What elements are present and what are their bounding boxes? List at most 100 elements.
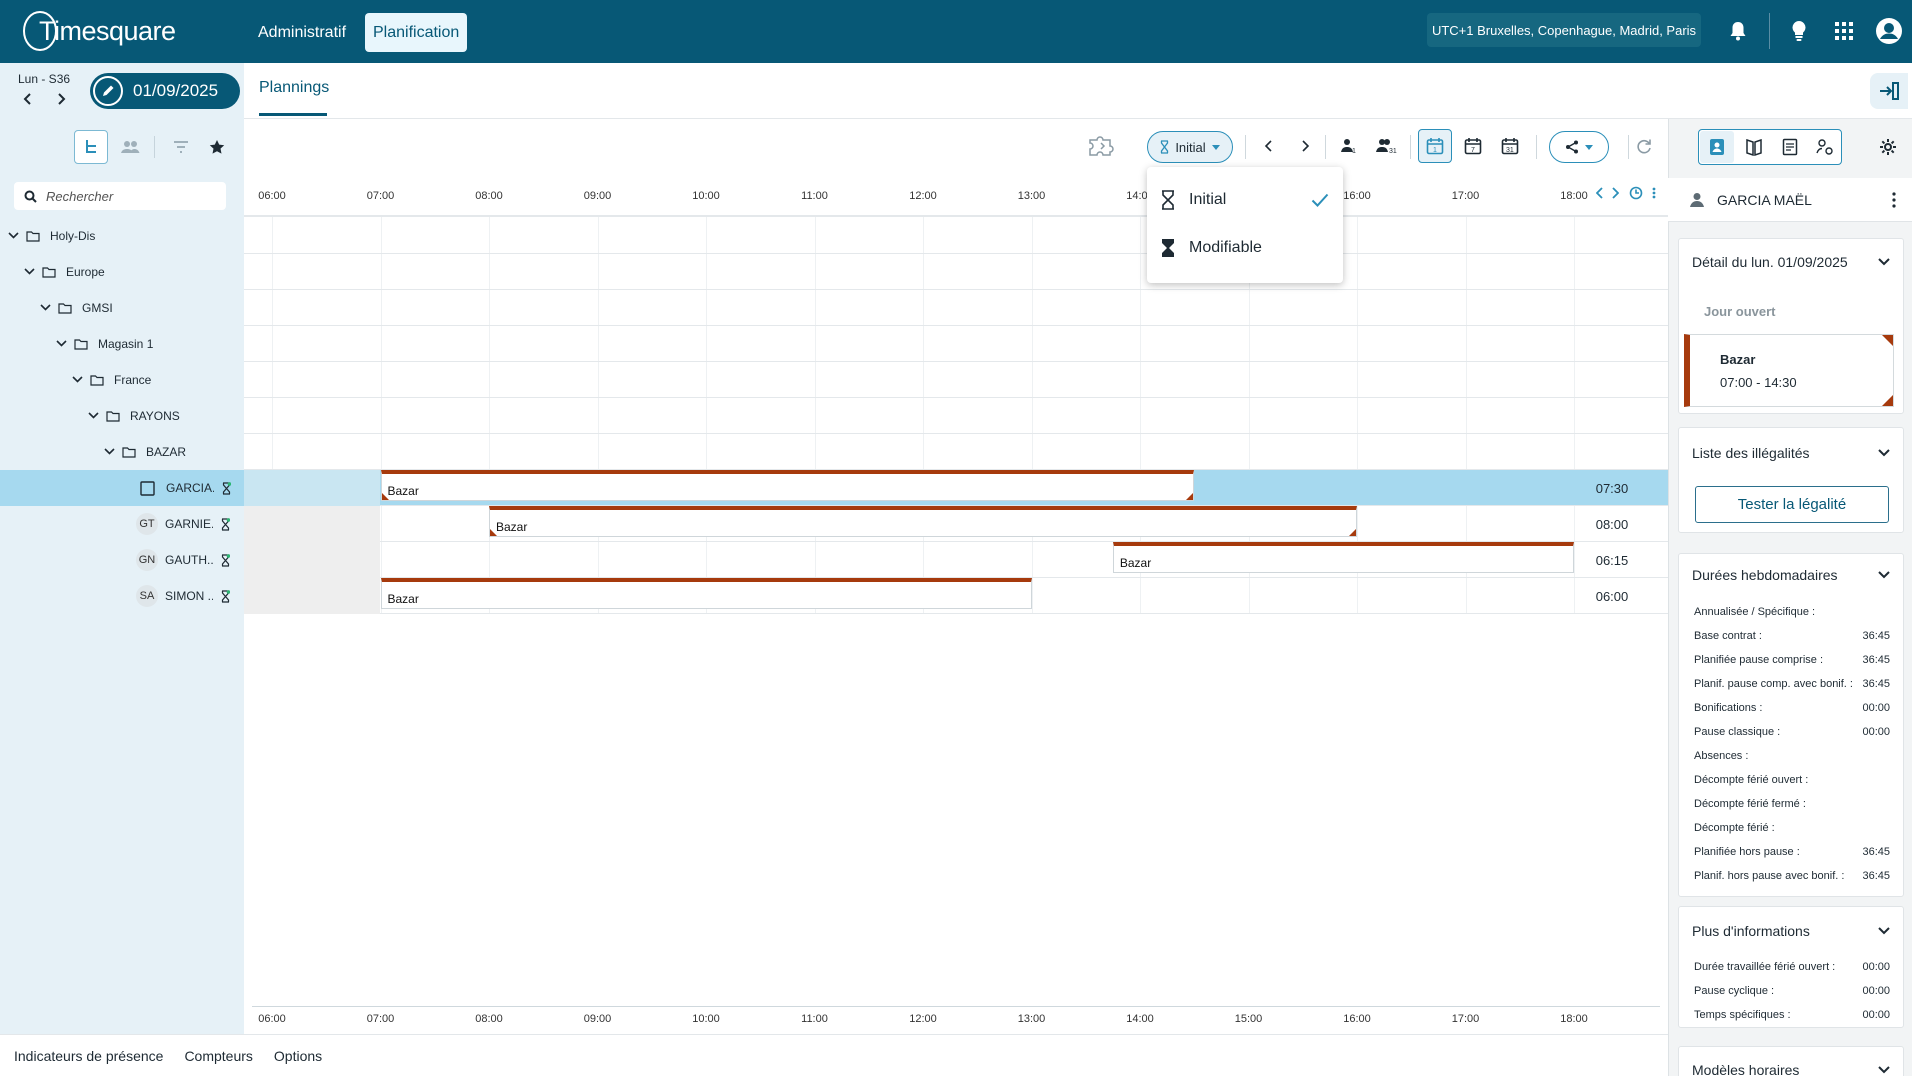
menu-item-initial[interactable]: Initial [1147, 176, 1343, 224]
lightbulb-icon[interactable] [1786, 18, 1812, 44]
menu-item-modifiable[interactable]: Modifiable [1147, 224, 1343, 272]
hour-models-header[interactable]: Modèles horaires [1678, 1062, 1904, 1076]
planning-row[interactable] [244, 506, 1668, 542]
shift-bar[interactable]: Bazar [489, 506, 1357, 537]
prev-period-button[interactable] [1254, 131, 1284, 161]
multi-person-view-button[interactable]: 31 [1372, 131, 1402, 161]
duration-value: 36:45 [1862, 654, 1890, 666]
employee-row[interactable]: GN GAUTH... [0, 542, 244, 578]
search-input[interactable]: Rechercher [14, 182, 226, 210]
weekly-durations-header[interactable]: Durées hebdomadaires [1678, 567, 1904, 583]
planning-row[interactable] [244, 578, 1668, 614]
people-icon: 31 [1376, 139, 1397, 154]
next-day-icon[interactable] [55, 93, 67, 105]
employee-row[interactable]: GARCIA... [0, 470, 244, 506]
tree-node[interactable]: Europe [0, 254, 244, 290]
tree-node[interactable]: RAYONS [0, 398, 244, 434]
tab-options[interactable]: Options [273, 1047, 323, 1064]
share-button[interactable] [1549, 131, 1609, 163]
shift-bar[interactable]: Bazar [1112, 542, 1574, 573]
test-legality-button[interactable]: Tester la légalité [1695, 486, 1889, 523]
more-info-title: Plus d'informations [1692, 923, 1810, 939]
version-selector[interactable]: Initial [1147, 131, 1233, 163]
chevron-down-icon[interactable] [6, 232, 20, 240]
employee-row[interactable]: GT GARNIE... [0, 506, 244, 542]
chevron-down-icon[interactable] [86, 412, 100, 420]
hour-gridline [380, 217, 382, 614]
refresh-button[interactable] [1629, 131, 1659, 161]
before-hours-zone [244, 542, 380, 578]
employee-row[interactable]: SA SIMON ... [0, 578, 244, 614]
planning-row[interactable] [244, 542, 1668, 578]
day-shift-card[interactable]: Bazar 07:00 - 14:30 [1684, 334, 1894, 407]
hourglass-icon [1162, 190, 1174, 210]
tree-node[interactable]: BAZAR [0, 434, 244, 470]
apps-grid-icon[interactable] [1831, 18, 1857, 44]
hourglass-icon [1161, 140, 1169, 154]
puzzle-button[interactable] [1085, 131, 1123, 161]
chevron-down-icon[interactable] [22, 268, 36, 276]
duration-value: 36:45 [1862, 630, 1890, 642]
team-view-button[interactable] [113, 130, 147, 164]
favorites-button[interactable] [200, 130, 234, 164]
single-person-view-button[interactable]: 1 [1334, 131, 1364, 161]
filter-button[interactable] [164, 130, 198, 164]
hour-label: 06:00 [258, 190, 286, 202]
gear-icon[interactable] [1871, 130, 1905, 164]
nav-administratif[interactable]: Administratif [258, 23, 347, 41]
tree-node[interactable]: Magasin 1 [0, 326, 244, 362]
bell-icon[interactable] [1725, 18, 1751, 44]
timeline-zoom-icon[interactable] [1629, 186, 1643, 200]
timezone-selector[interactable]: UTC+1 Bruxelles, Copenhague, Madrid, Par… [1427, 13, 1701, 47]
duration-row: Base contrat : 36:45 [1678, 624, 1904, 648]
hour-label: 07:00 [366, 190, 395, 202]
illegalities-header[interactable]: Liste des illégalités [1678, 445, 1904, 461]
user-account-icon[interactable] [1874, 16, 1904, 46]
date-picker-button[interactable]: 01/09/2025 [90, 73, 240, 109]
shift-bar[interactable]: Bazar [380, 470, 1195, 501]
day-status: Jour ouvert [1704, 304, 1776, 319]
skills-view-button[interactable] [1808, 130, 1842, 164]
checkbox[interactable] [140, 480, 155, 496]
chevron-down-icon[interactable] [54, 340, 68, 348]
tab-indicateurs[interactable]: Indicateurs de présence [14, 1047, 164, 1064]
employee-detail-button[interactable] [1700, 131, 1734, 163]
compare-view-button[interactable] [1737, 130, 1771, 164]
shift-end-marker [1349, 529, 1356, 536]
hour-gridline [1140, 217, 1141, 614]
tree-view-button[interactable] [74, 130, 108, 164]
toolbar-divider [1628, 135, 1629, 159]
tab-plannings[interactable]: Plannings [259, 79, 330, 96]
duration-label: Temps spécifiques : [1694, 1009, 1791, 1021]
duration-label: Planif. pause comp. avec bonif. : [1694, 678, 1853, 690]
day-view-button[interactable]: 1 [1418, 129, 1452, 163]
app-logo[interactable]: Timesquare [20, 10, 176, 52]
more-info-header[interactable]: Plus d'informations [1678, 923, 1904, 939]
duration-row: Planif. hors pause avec bonif. : 36:45 [1678, 864, 1904, 888]
timeline-prev-icon[interactable] [1596, 187, 1604, 199]
next-period-button[interactable] [1290, 131, 1320, 161]
folder-icon [90, 374, 104, 386]
chevron-down-icon[interactable] [38, 304, 52, 312]
duration-label: Planifiée pause comprise : [1694, 654, 1824, 666]
shift-bar[interactable]: Bazar [380, 578, 1032, 609]
nav-planification[interactable]: Planification [365, 13, 468, 52]
tree-node[interactable]: GMSI [0, 290, 244, 326]
timeline-next-icon[interactable] [1611, 187, 1619, 199]
day-detail-header[interactable]: Détail du lun. 01/09/2025 [1678, 254, 1904, 270]
more-options-icon[interactable] [1892, 192, 1896, 208]
report-view-button[interactable] [1773, 130, 1807, 164]
tree-node[interactable]: France [0, 362, 244, 398]
group-row [244, 218, 1668, 254]
chevron-down-icon[interactable] [70, 376, 84, 384]
checkmark-icon [1311, 193, 1329, 207]
month-view-button[interactable]: 31 [1495, 131, 1525, 161]
week-view-button[interactable]: 7 [1458, 131, 1488, 161]
prev-day-icon[interactable] [22, 93, 34, 105]
book-icon [1746, 138, 1762, 156]
chevron-down-icon[interactable] [102, 448, 116, 456]
tree-node[interactable]: Holy-Dis [0, 218, 244, 254]
timeline-more-icon[interactable] [1652, 187, 1656, 199]
collapse-panel-button[interactable] [1870, 73, 1908, 109]
tab-compteurs[interactable]: Compteurs [184, 1047, 253, 1064]
